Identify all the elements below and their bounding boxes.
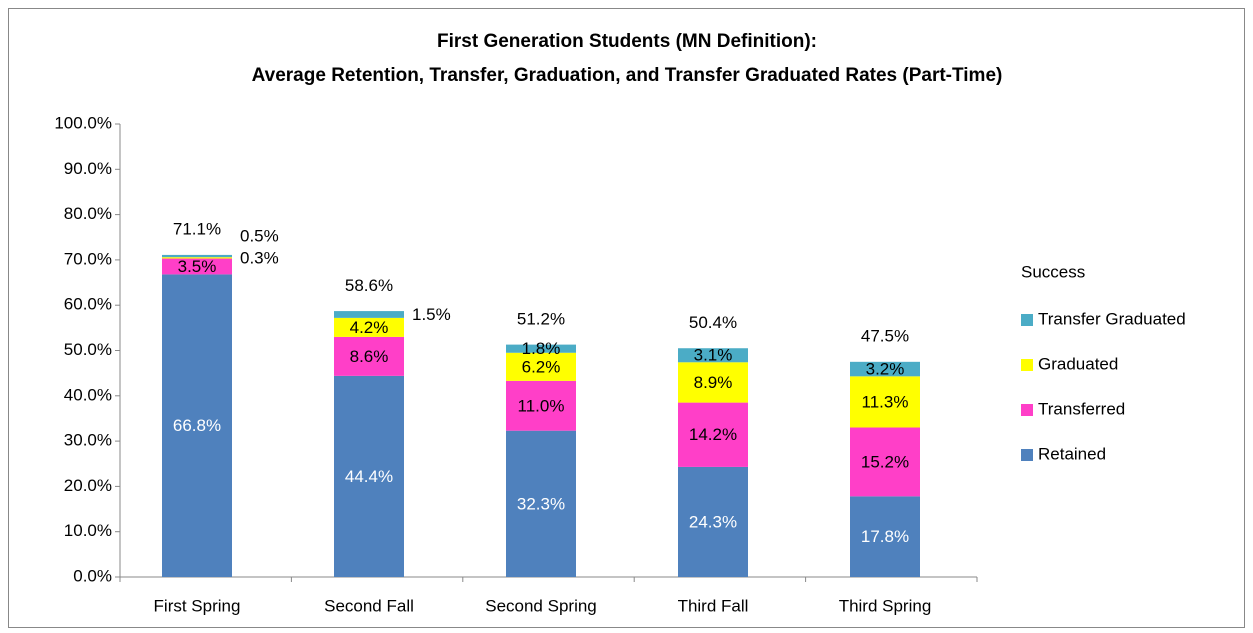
y-tick-label: 90.0% [64, 159, 112, 178]
bar-segment [334, 375, 404, 577]
y-tick-label: 50.0% [64, 340, 112, 359]
data-label: 11.0% [518, 396, 565, 415]
bar-segment [334, 311, 404, 318]
legend-label: Transferred [1038, 399, 1125, 418]
data-label: 0.3% [240, 248, 279, 267]
legend-swatch [1021, 314, 1033, 326]
legend-swatch [1021, 404, 1033, 416]
bar-segment [678, 466, 748, 577]
data-label: 6.2% [522, 357, 561, 376]
x-tick-label: Second Spring [485, 596, 597, 615]
data-label: 3.1% [694, 346, 733, 365]
data-label: 44.4% [345, 467, 393, 486]
data-label: 11.3% [862, 392, 909, 411]
legend-label: Transfer Graduated [1038, 309, 1186, 328]
y-tick-label: 40.0% [64, 385, 112, 404]
legend-title: Success [1021, 262, 1085, 281]
bar-segment [850, 496, 920, 577]
total-label: 71.1% [173, 219, 221, 238]
chart-title: Average Retention, Transfer, Graduation,… [252, 65, 1003, 86]
legend-label: Graduated [1038, 354, 1118, 373]
bar-segment [162, 258, 232, 275]
y-tick-label: 20.0% [64, 476, 112, 495]
bar-segment [850, 376, 920, 428]
bar-segment [334, 317, 404, 337]
data-label: 3.5% [178, 257, 217, 276]
x-tick-label: Third Fall [678, 596, 749, 615]
total-label: 51.2% [517, 310, 565, 329]
bar-segment [506, 344, 576, 353]
data-label: 66.8% [173, 416, 221, 435]
legend-label: Retained [1038, 444, 1106, 463]
legend-swatch [1021, 449, 1033, 461]
data-label: 15.2% [861, 452, 909, 471]
data-label: 1.5% [412, 305, 451, 324]
x-tick-label: Second Fall [324, 596, 414, 615]
bar-segment [506, 352, 576, 381]
y-tick-label: 0.0% [73, 566, 112, 585]
y-tick-label: 10.0% [64, 521, 112, 540]
bar-segment [334, 336, 404, 376]
data-label: 8.9% [694, 373, 733, 392]
legend-swatch [1021, 359, 1033, 371]
bar-segment [850, 427, 920, 497]
data-label: 0.5% [240, 227, 279, 246]
x-tick-label: Third Spring [839, 596, 932, 615]
bar-segment [506, 430, 576, 577]
y-tick-label: 30.0% [64, 431, 112, 450]
data-label: 32.3% [517, 494, 565, 513]
total-label: 50.4% [689, 313, 737, 332]
data-label: 4.2% [350, 318, 389, 337]
data-label: 3.2% [866, 360, 905, 379]
y-tick-label: 60.0% [64, 295, 112, 314]
y-tick-label: 100.0% [54, 113, 112, 132]
bar-segment [850, 361, 920, 377]
bar-segment [678, 348, 748, 363]
bar-segment [162, 257, 232, 259]
bar-segment [162, 274, 232, 577]
data-label: 8.6% [350, 347, 389, 366]
bar-segment [162, 254, 232, 258]
bar-segment [506, 380, 576, 431]
chart-title: First Generation Students (MN Definition… [437, 31, 817, 52]
y-tick-label: 80.0% [64, 204, 112, 223]
data-label: 14.2% [689, 425, 737, 444]
bar-segment [678, 402, 748, 467]
data-label: 1.8% [522, 339, 561, 358]
data-label: 17.8% [861, 527, 909, 546]
bar-segment [678, 362, 748, 403]
data-label: 24.3% [689, 512, 737, 531]
total-label: 47.5% [861, 326, 909, 345]
total-label: 58.6% [345, 276, 393, 295]
y-tick-label: 70.0% [64, 249, 112, 268]
x-tick-label: First Spring [154, 596, 241, 615]
